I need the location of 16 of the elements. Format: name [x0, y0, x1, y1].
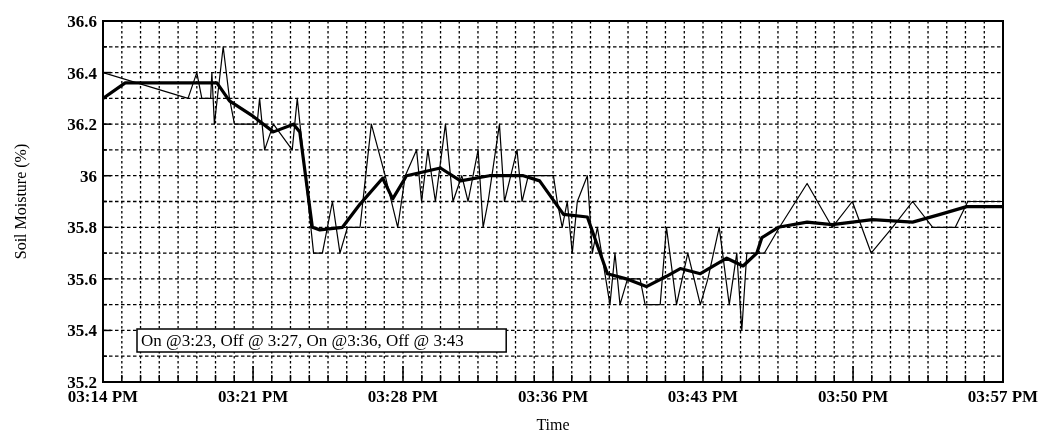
x-tick-label: 03:43 PM — [667, 387, 739, 406]
x-tick-label: 03:57 PM — [967, 387, 1039, 406]
y-tick-label: 36.6 — [67, 11, 97, 31]
y-axis-title: Soil Moisture (%) — [12, 143, 30, 260]
y-tick-label: 35.4 — [67, 321, 98, 341]
x-tick-label: 03:50 PM — [817, 387, 889, 406]
x-tick-label: 03:21 PM — [217, 387, 289, 406]
y-tick-label: 36 — [80, 166, 97, 186]
y-tick-label: 36.2 — [67, 115, 97, 135]
y-tick-label: 36.4 — [67, 63, 98, 83]
y-tick-label: 35.6 — [67, 269, 97, 289]
x-tick-label: 03:36 PM — [517, 387, 589, 406]
x-tick-label: 03:28 PM — [367, 387, 439, 406]
annotation: On @3:23, Off @ 3:27, On @3:36, Off @ 3:43 — [141, 331, 464, 350]
x-axis-title: Time — [536, 416, 570, 433]
y-tick-label: 35.8 — [67, 218, 97, 238]
